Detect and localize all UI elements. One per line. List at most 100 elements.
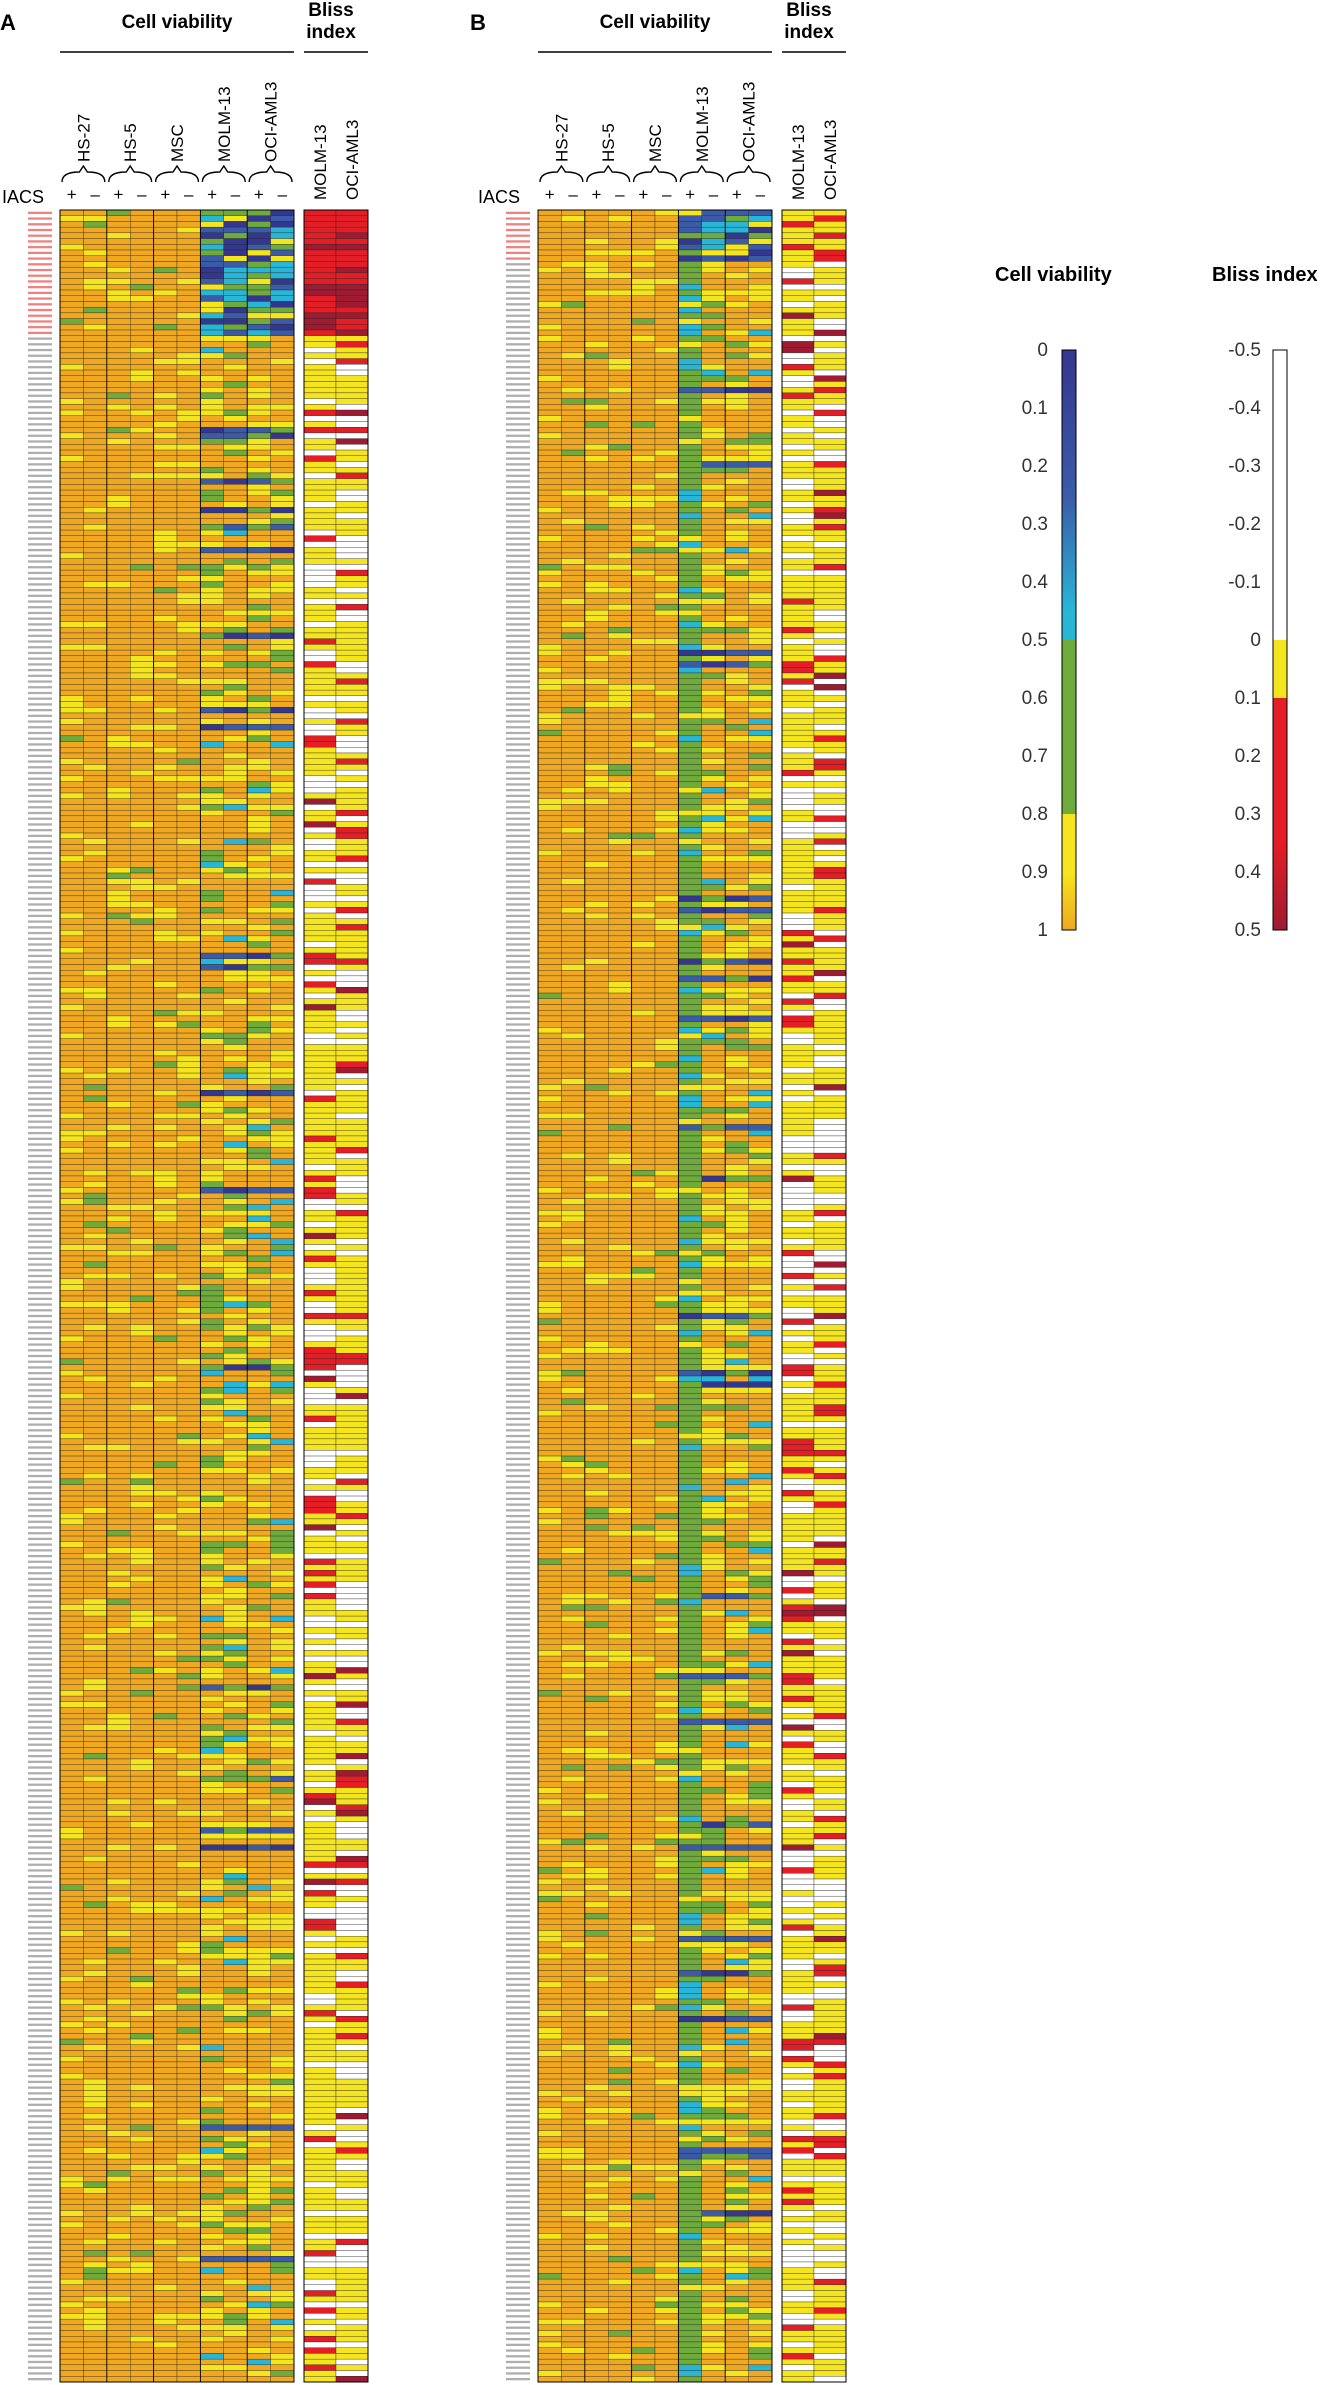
panel-A-cell [59,1278,84,1285]
panel-A-cell [106,1221,131,1228]
panel-A-bliss-cell [335,387,369,394]
panel-A-cell [153,1050,178,1057]
panel-A-bliss-cell [303,1964,337,1971]
panel-A-bliss-cell [335,1021,369,1028]
panel-A-cell [270,1078,295,1085]
panel-A-cell [59,1021,84,1028]
panel-A-cell [106,467,131,474]
panel-A-cell [130,2358,154,2366]
panel-A-cell [83,970,107,977]
panel-A-cell [176,1970,201,1977]
panel-A-cell [130,1873,154,1880]
panel-A-cell [176,1610,201,1617]
panel-A-cell [130,1844,154,1851]
panel-A-row-label-mark [28,520,52,523]
panel-A-cell [270,535,295,542]
panel-A-cell [176,609,201,616]
panel-A-cell [247,2284,271,2291]
panel-A-cell [223,712,248,719]
panel-A-cell [247,1787,271,1794]
panel-A-cell [176,981,201,988]
panel-A-cell [200,541,224,548]
panel-A-bliss-cell [335,1787,369,1794]
panel-A-bliss-cell [335,2096,369,2103]
panel-A-cell [106,2010,131,2017]
panel-A-bliss-cell [303,1295,337,1302]
panel-B-brace [539,164,584,183]
panel-A-cell [153,392,178,399]
panel-A-cell [83,587,107,594]
panel-A-cell [176,809,201,817]
panel-A-cell [223,2050,248,2057]
panel-A-bliss-cell [335,249,369,256]
panel-A-bliss-cell [335,1815,369,1823]
panel-A-cell [106,381,131,388]
panel-A-cell [200,1490,224,1497]
panel-A-cell [59,1290,84,1297]
panel-A-cell [59,1735,84,1743]
panel-A-row-label-mark [28,1229,52,1232]
panel-A-cell [176,1244,201,1251]
panel-A-cell [130,507,154,514]
panel-A-cell [153,1175,178,1182]
panel-A-bliss-cell [303,1941,337,1948]
panel-A-cell [270,512,295,519]
panel-A-bliss-cell [335,1958,369,1965]
panel-A-cell [223,952,248,959]
panel-A-cell [106,804,131,811]
panel-A-cell [270,1484,295,1491]
panel-A-row-label-mark [28,2132,52,2135]
panel-A-bliss-cell [335,1141,369,1148]
panel-A-cell [59,1072,84,1079]
panel-A-cell [200,1981,224,1988]
panel-A-cell [83,278,107,285]
panel-A-cell [59,1833,84,1840]
panel-A-cell [200,364,224,371]
panel-A-cell [130,1381,154,1388]
panel-A-cell [59,284,84,291]
panel-A-bliss-cell [335,1421,369,1428]
panel-A-cell [106,1553,131,1560]
panel-A-cell [59,529,84,536]
panel-A-cell [223,1004,248,1011]
panel-A-row-label-mark [28,726,52,729]
panel-A-cell [153,592,178,599]
panel-A-cell [223,644,248,651]
panel-A-cell [130,627,154,634]
panel-A-cell [176,1913,201,1920]
panel-A-cell [83,1450,107,1457]
panel-A-cell [59,2238,84,2245]
panel-A-cell [106,695,131,702]
panel-A-cell [59,1198,84,1205]
panel-A-cell [200,655,224,662]
panel-A-bliss-cell [303,581,337,588]
panel-A-cell [200,421,224,428]
panel-A-bliss-cell [335,1684,369,1691]
panel-A-cell [130,278,154,285]
panel-A-cell [223,1593,248,1600]
panel-A-cell [106,2141,131,2148]
panel-A-bliss-cell [303,1507,337,1514]
panel-A-cell [270,2341,295,2348]
panel-A-cell [106,232,131,239]
panel-A-row-label-mark [28,1086,52,1089]
panel-A-cell [223,2136,248,2143]
panel-A-cell [247,1084,271,1091]
panel-A-cell [247,1827,271,1834]
panel-A-cell [106,2027,131,2034]
panel-A-cell [130,1244,154,1251]
panel-A-cell [200,221,224,228]
panel-A-cell [247,964,271,971]
panel-A-cell [223,1027,248,1034]
panel-A-cell [106,324,131,331]
panel-A-cell [59,1850,84,1857]
panel-A-cell [247,752,271,759]
panel-A-cell [247,1867,271,1874]
panel-A-cell [223,1335,248,1342]
panel-A-bliss-cell [335,895,369,902]
panel-A-cell [59,1067,84,1074]
panel-A-cell [270,272,295,279]
panel-A-cell [176,1964,201,1971]
panel-A-cell [270,2267,295,2274]
panel-A-row-label-mark [28,1189,52,1192]
